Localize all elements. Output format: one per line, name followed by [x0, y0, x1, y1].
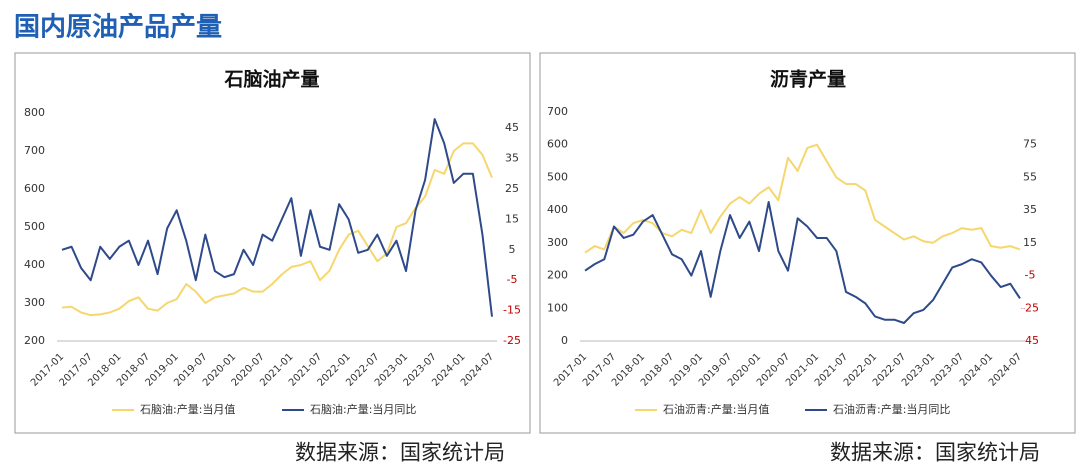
y2-tick-label: 35 — [505, 152, 519, 165]
source: 数据来源：国家统计局 — [295, 441, 505, 465]
y2-tick-label: -5 — [507, 273, 518, 286]
y2-tick-label: 55 — [1023, 170, 1037, 183]
y-tick-label: 600 — [547, 138, 568, 151]
y-tick-label: 200 — [24, 334, 45, 347]
y2-tick-label: 25 — [505, 182, 519, 195]
y-tick-label: 600 — [24, 182, 45, 195]
y2-tick-label: 15 — [1023, 236, 1037, 249]
legend-label: 石油沥青:产量:当月值 — [663, 402, 769, 416]
series-line — [584, 200, 1021, 325]
y2-tick-label: 15 — [505, 212, 519, 225]
y-tick-label: 100 — [547, 301, 568, 314]
y2-tick-label: -25 — [503, 334, 521, 347]
panel — [14, 52, 531, 434]
chart-title: 沥青产量 — [770, 68, 846, 91]
y2-tick-label: -25 — [1021, 301, 1039, 314]
y-tick-label: 700 — [547, 105, 568, 118]
y-tick-label: 700 — [24, 144, 45, 157]
source: 数据来源：国家统计局 — [830, 441, 1040, 465]
y2-tick-label: 5 — [509, 243, 516, 256]
series-line — [61, 142, 493, 317]
y-tick-label: 500 — [24, 220, 45, 233]
y2-tick-label: -15 — [503, 304, 521, 317]
chart-title: 石脑油产量 — [223, 68, 319, 91]
legend-label: 石脑油:产量:当月值 — [140, 402, 235, 416]
y2-tick-label: 45 — [505, 121, 519, 134]
series-line — [61, 118, 493, 317]
y2-tick-label: -45 — [1021, 334, 1039, 347]
panel — [539, 52, 1076, 434]
y-tick-label: 500 — [547, 170, 568, 183]
y2-tick-label: -5 — [1025, 269, 1036, 282]
y-tick-label: 300 — [24, 296, 45, 309]
y-tick-label: 400 — [24, 258, 45, 271]
y-tick-label: 300 — [547, 236, 568, 249]
y-tick-label: 800 — [24, 106, 45, 119]
y-tick-label: 200 — [547, 269, 568, 282]
series-line — [584, 143, 1021, 254]
page-title: 国内原油产品产量 — [14, 13, 222, 43]
legend-label: 石油沥青:产量:当月同比 — [833, 402, 950, 416]
legend-label: 石脑油:产量:当月同比 — [310, 402, 416, 416]
y2-tick-label: 35 — [1023, 203, 1037, 216]
y-tick-label: 0 — [561, 334, 568, 347]
y2-tick-label: 75 — [1023, 138, 1037, 151]
y-tick-label: 400 — [547, 203, 568, 216]
